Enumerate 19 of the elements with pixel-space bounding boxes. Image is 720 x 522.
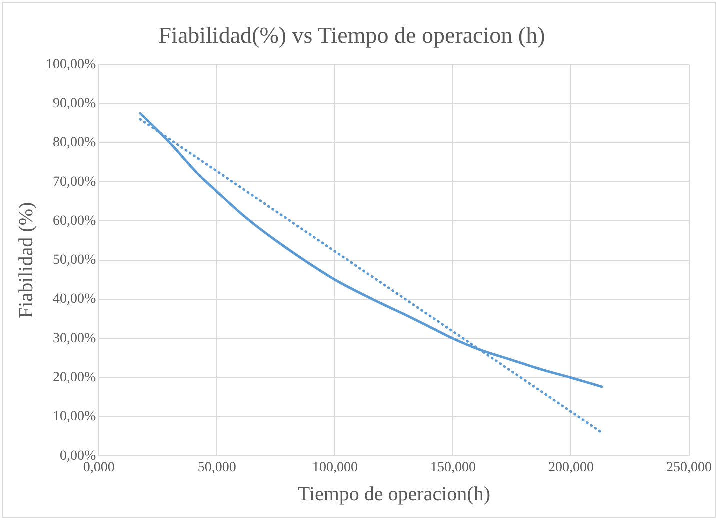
y-tick-label: 60,00% [52, 214, 96, 229]
x-axis-title: Tiempo de operacion(h) [298, 483, 490, 506]
y-tick-label: 90,00% [52, 96, 96, 112]
y-tick-label: 80,00% [52, 136, 96, 151]
y-axis-title: Fiabilidad (%) [15, 202, 38, 318]
y-tick-label: 30,00% [52, 331, 96, 346]
x-tick-label: 0,000 [83, 460, 115, 476]
y-tick-label: 70,00% [52, 174, 96, 190]
y-tick-label: 50,00% [52, 253, 96, 268]
y-tick-label: 100,00% [46, 57, 96, 72]
x-tick-label: 50,000 [198, 460, 236, 476]
x-tick-label: 150,000 [430, 460, 476, 476]
x-tick-label: 100,000 [312, 460, 358, 476]
x-tick-label: 200,000 [548, 460, 594, 476]
chart-title: Fiabilidad(%) vs Tiempo de operacion (h) [158, 22, 546, 48]
y-tick-label: 40,00% [52, 292, 96, 308]
y-tick-label: 10,00% [52, 410, 96, 425]
y-tick-label: 20,00% [52, 370, 96, 386]
x-tick-label: 250,000 [666, 460, 712, 476]
